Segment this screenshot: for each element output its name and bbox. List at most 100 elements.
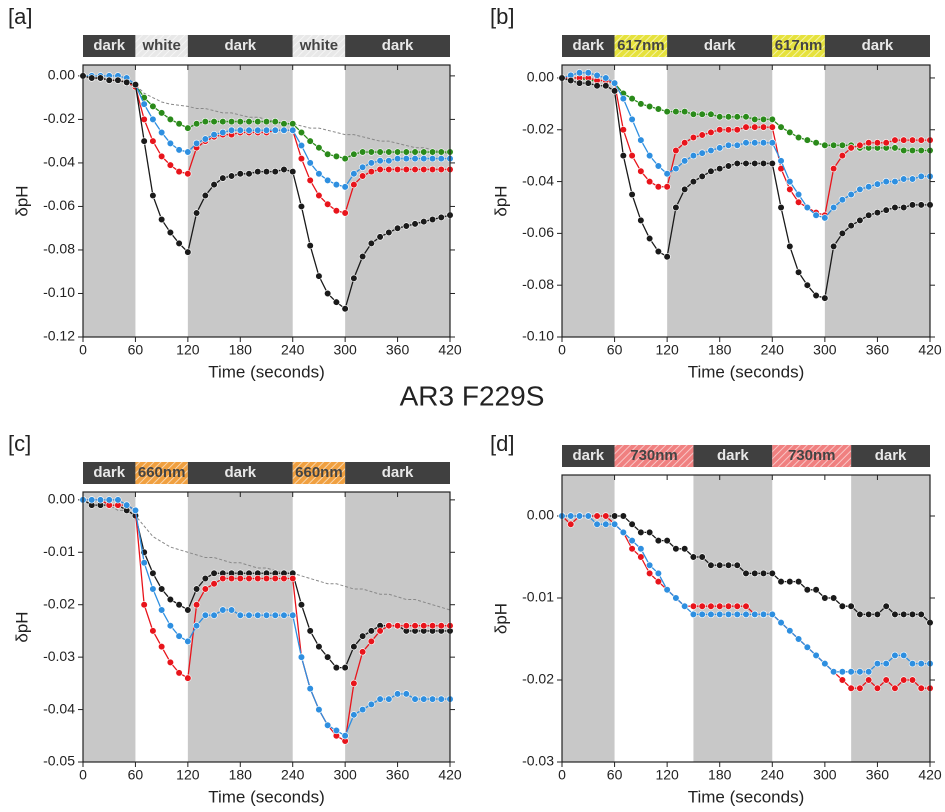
data-point <box>184 124 192 132</box>
data-point <box>236 117 244 126</box>
data-point <box>698 610 706 619</box>
data-point <box>681 602 689 610</box>
data-point <box>420 154 428 163</box>
data-point <box>742 569 750 578</box>
data-point <box>306 176 314 184</box>
data-point <box>437 148 445 156</box>
data-point <box>262 611 271 619</box>
data-point <box>917 659 925 668</box>
data-point <box>628 95 636 103</box>
data-point <box>759 610 768 619</box>
data-point <box>227 117 236 126</box>
data-point <box>751 610 759 619</box>
data-point <box>367 159 375 167</box>
data-point <box>280 126 288 134</box>
data-point <box>838 196 846 204</box>
y-tick-label: -0.04 <box>43 700 75 716</box>
data-point <box>385 165 393 174</box>
data-point <box>332 181 341 189</box>
data-point <box>262 126 271 134</box>
data-point <box>210 131 218 139</box>
data-point <box>184 170 192 178</box>
data-point <box>376 233 384 241</box>
y-axis-label: δpH <box>491 603 510 634</box>
data-point <box>698 149 706 157</box>
data-point <box>192 585 201 593</box>
x-tick-label: 60 <box>128 342 144 358</box>
y-tick-label: -0.03 <box>43 648 75 664</box>
data-point <box>131 506 140 514</box>
data-point <box>175 601 183 609</box>
data-point <box>411 148 419 156</box>
data-point <box>654 569 662 578</box>
data-point <box>149 115 157 123</box>
data-point <box>437 213 445 221</box>
data-point <box>768 159 776 168</box>
y-tick-label: -0.02 <box>43 110 75 126</box>
data-point <box>245 170 253 178</box>
data-point <box>593 82 601 90</box>
dark-shading <box>83 492 136 762</box>
data-point <box>610 512 619 520</box>
data-point <box>96 74 105 82</box>
light-bar-label: 617nm <box>617 37 665 54</box>
data-point <box>350 181 358 189</box>
data-point <box>88 496 96 504</box>
data-point <box>306 242 314 250</box>
data-point <box>341 732 349 740</box>
data-point <box>158 643 166 651</box>
x-axis-label: Time (seconds) <box>208 787 325 806</box>
data-point <box>262 574 271 583</box>
data-point <box>724 113 733 121</box>
data-point <box>411 695 419 703</box>
data-point <box>192 209 201 217</box>
data-point <box>803 136 811 144</box>
data-point <box>227 606 236 614</box>
data-point <box>201 574 209 583</box>
data-point <box>140 137 148 145</box>
data-point <box>350 643 358 651</box>
data-point <box>628 115 636 123</box>
data-point <box>882 659 890 668</box>
data-point <box>891 177 899 186</box>
data-point <box>201 135 209 143</box>
data-point <box>742 602 750 610</box>
data-point <box>707 561 715 569</box>
data-point <box>838 676 846 684</box>
data-point <box>838 668 846 676</box>
data-point <box>646 177 654 186</box>
data-point <box>716 144 724 152</box>
data-point <box>865 139 873 147</box>
data-point <box>227 172 236 180</box>
data-point <box>847 222 855 230</box>
data-point <box>359 172 367 180</box>
x-tick-label: 60 <box>607 767 623 783</box>
data-point <box>917 684 925 692</box>
data-point <box>619 126 627 134</box>
data-point <box>672 545 680 553</box>
x-tick-label: 120 <box>655 767 679 783</box>
data-point <box>856 216 864 225</box>
data-point <box>376 627 384 635</box>
data-point <box>350 150 358 158</box>
x-tick-label: 240 <box>281 767 305 783</box>
data-point <box>821 594 829 602</box>
data-point <box>245 574 253 583</box>
data-point <box>315 191 323 200</box>
data-point <box>777 203 785 212</box>
light-bar-label: dark <box>382 37 414 54</box>
data-point <box>341 154 349 163</box>
light-bar-segment <box>693 445 773 467</box>
data-point <box>830 141 838 149</box>
x-tick-label: 60 <box>128 767 144 783</box>
data-point <box>689 133 698 142</box>
data-point <box>628 536 636 545</box>
data-point <box>166 139 174 147</box>
data-point <box>882 676 890 684</box>
data-point <box>324 653 332 661</box>
data-point <box>359 632 367 640</box>
data-point <box>786 185 794 193</box>
data-point <box>184 637 192 646</box>
data-point <box>768 610 776 619</box>
data-point <box>619 528 627 537</box>
